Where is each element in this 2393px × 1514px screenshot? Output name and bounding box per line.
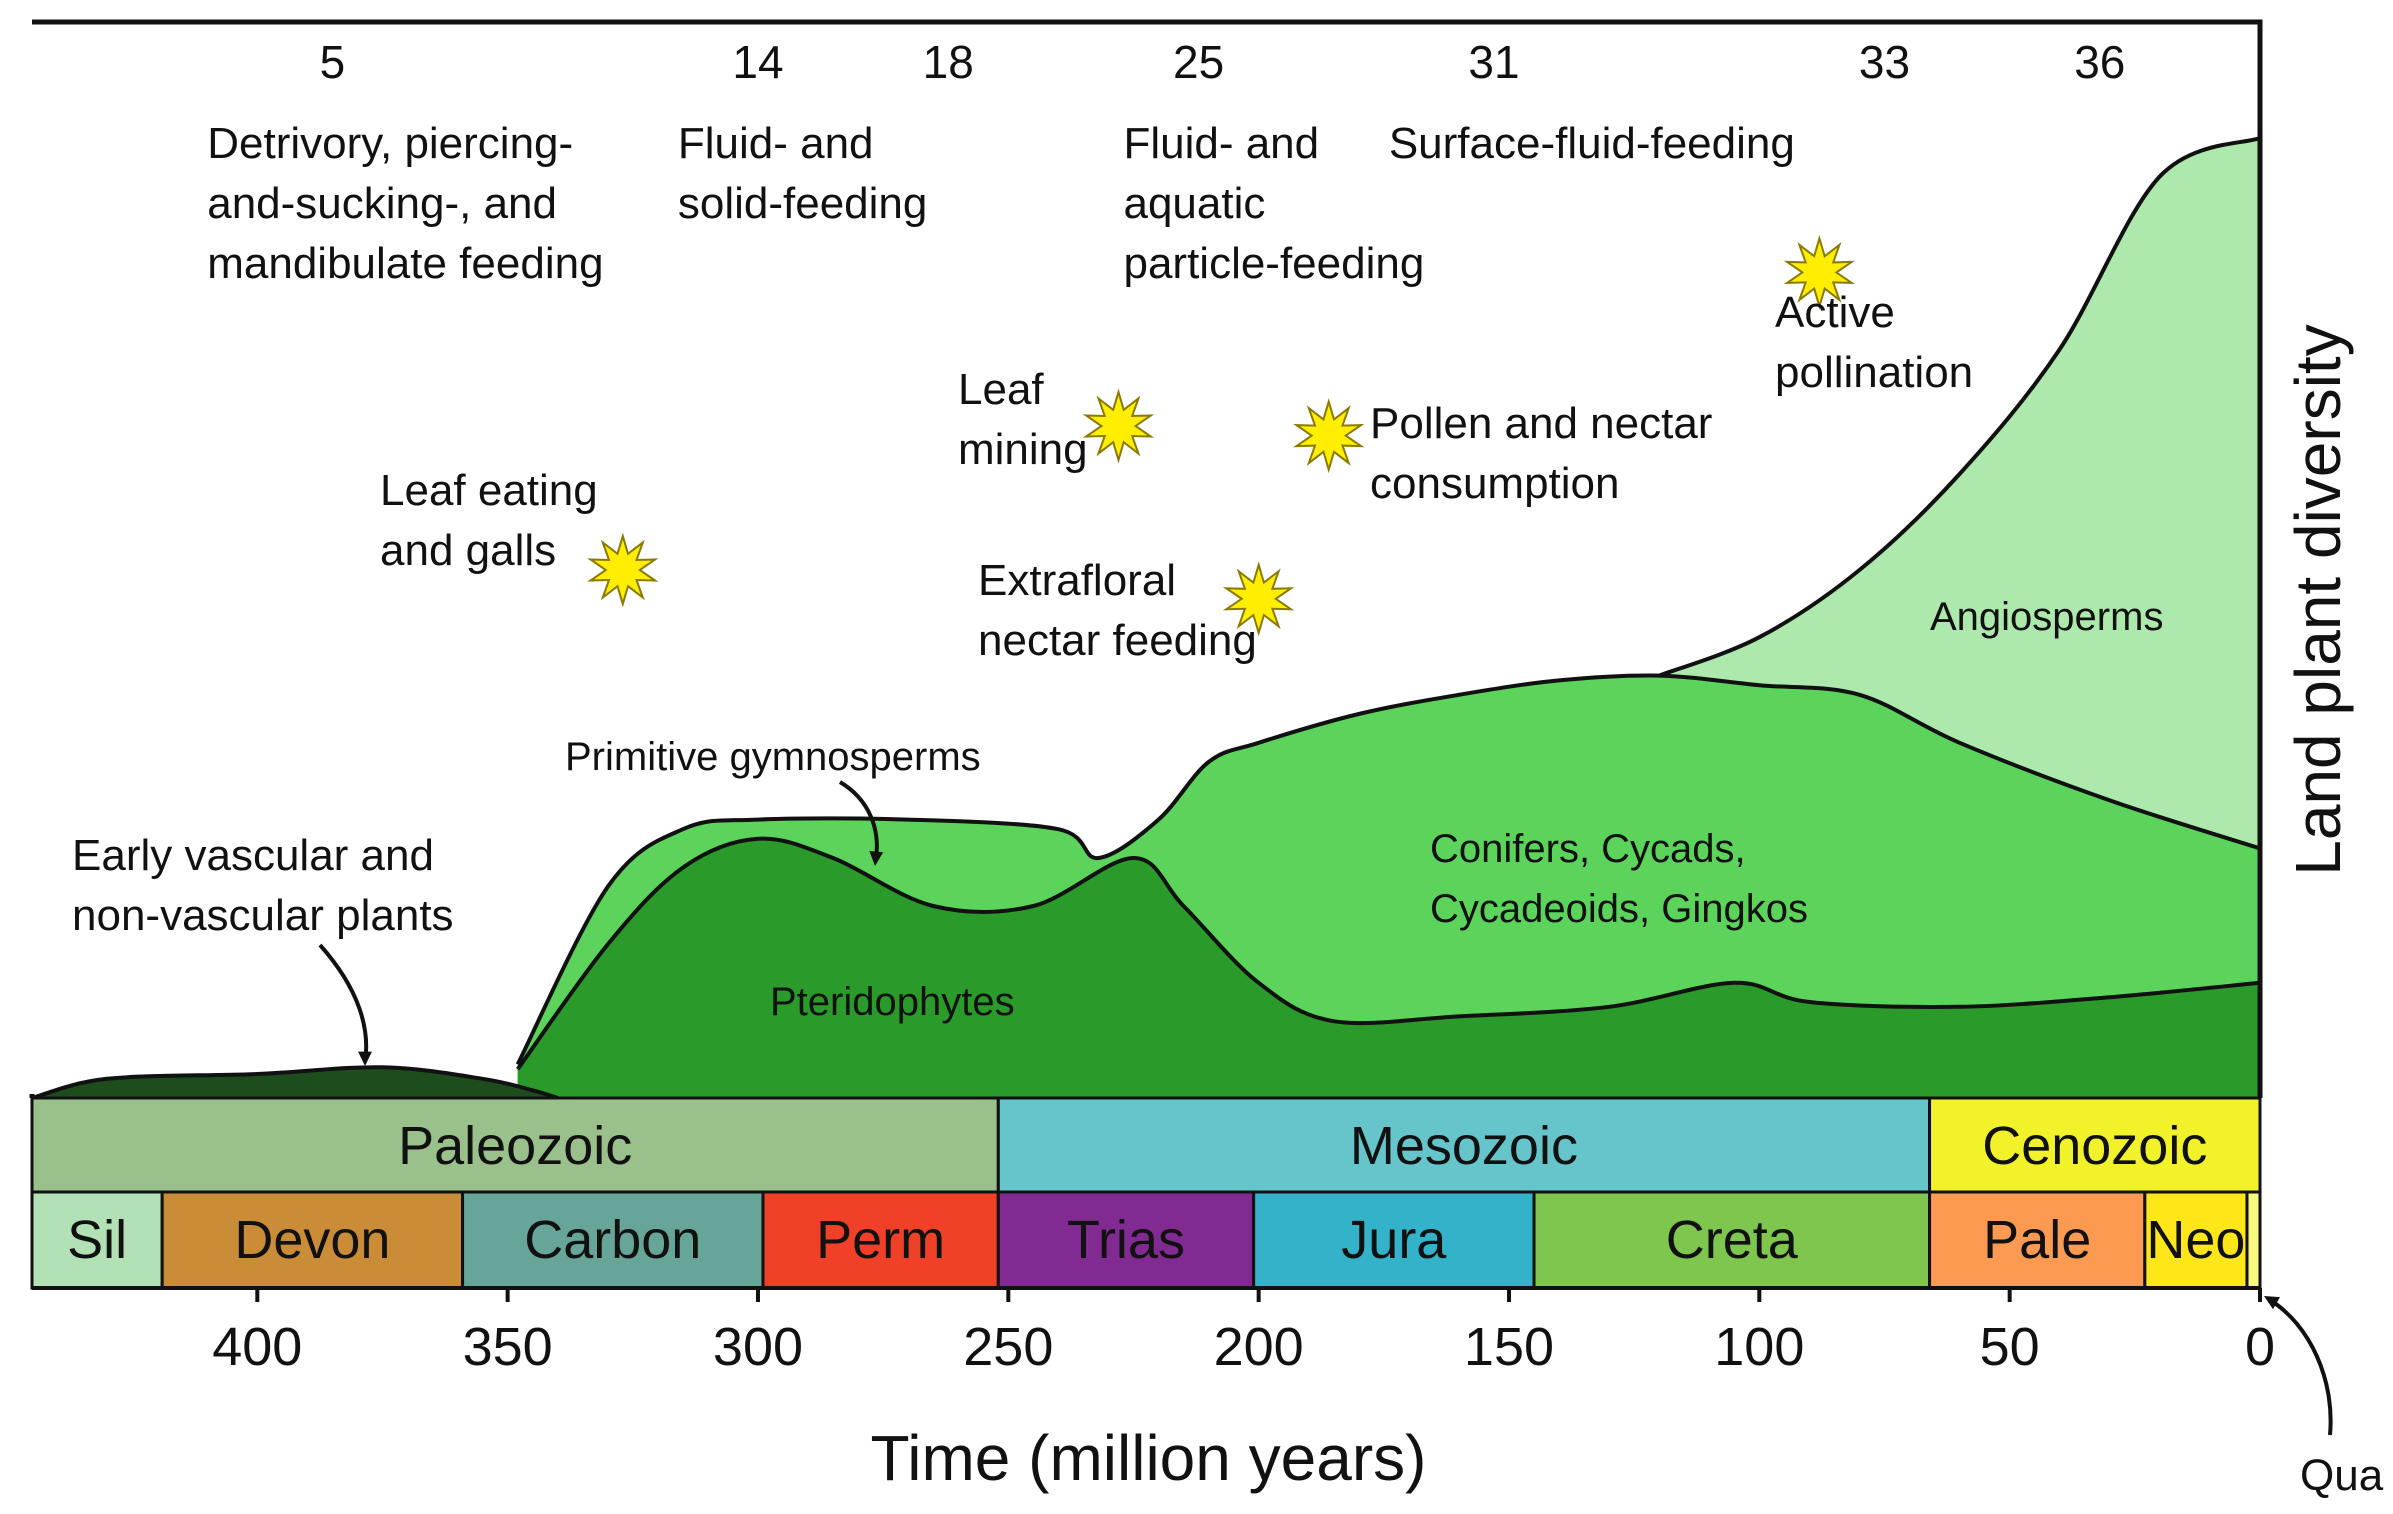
x-tick-label: 400	[212, 1317, 302, 1377]
x-tick-label: 0	[2245, 1317, 2275, 1377]
star-pollen-nectar	[1293, 398, 1365, 474]
event-leaf-mining-label-line: Leaf	[958, 365, 1044, 414]
period-band	[461, 1190, 765, 1290]
early-plants-outline	[31, 1065, 559, 1100]
stage-number: 33	[1859, 36, 1910, 88]
event-extrafloral-label-line: nectar feeding	[978, 616, 1257, 665]
feeding-mode-2-line: aquatic	[1123, 179, 1265, 228]
early-plants-arrow	[318, 943, 369, 1063]
pteridophytes-label-line: Pteridophytes	[770, 980, 1015, 1024]
event-active-pollination-label-line: pollination	[1775, 348, 1973, 397]
feeding-mode-0-line: and-sucking-, and	[207, 179, 557, 228]
x-tick-label: 200	[1214, 1317, 1304, 1377]
early-plants-area	[32, 1067, 558, 1098]
x-tick-label: 100	[1714, 1317, 1804, 1377]
event-pollen-nectar-label-line: Pollen and nectar	[1370, 399, 1712, 448]
pteridophytes-area	[517, 838, 2260, 1098]
star-extrafloral	[1222, 561, 1295, 637]
stage-number: 36	[2074, 36, 2125, 88]
period-label: Carbon	[524, 1210, 701, 1270]
qua-arrowhead	[2264, 1296, 2280, 1310]
x-tick-label: 250	[963, 1317, 1053, 1377]
feeding-mode-2-line: particle-feeding	[1123, 239, 1424, 288]
star-active-pollination	[1783, 234, 1856, 310]
conifers-label-line: Conifers, Cycads,	[1430, 827, 1746, 871]
stage-number: 5	[320, 36, 346, 88]
x-tick-label: 350	[463, 1317, 553, 1377]
event-leaf-eating-label-line: and galls	[380, 526, 556, 575]
period-label: Perm	[816, 1210, 945, 1270]
early-plants-arrowhead	[358, 1051, 372, 1066]
angiosperms-area	[1659, 138, 2260, 849]
period-label: Jura	[1341, 1210, 1447, 1270]
angiosperms-label-line: Angiosperms	[1930, 595, 2163, 639]
period-label: Sil	[67, 1210, 127, 1270]
feeding-mode-0-line: mandibulate feeding	[207, 239, 603, 288]
primitive-gymnosperms-arrow	[838, 780, 879, 859]
early-plants-label-line: non-vascular plants	[72, 891, 454, 940]
event-pollen-nectar-label-line: consumption	[1370, 459, 1619, 508]
pteridophytes-outline	[516, 836, 2261, 1071]
stage-number: 25	[1173, 36, 1224, 88]
primitive-gymnosperms-arrowhead	[869, 851, 884, 866]
period-band	[1532, 1190, 1932, 1290]
period-band	[2245, 1190, 2262, 1290]
feeding-mode-2-line: Fluid- and	[1123, 119, 1319, 168]
era-band	[996, 1096, 1932, 1194]
period-label: Neo	[2146, 1210, 2245, 1270]
x-axis-title: Time (million years)	[871, 1422, 1427, 1494]
x-tick-label: 300	[713, 1317, 803, 1377]
era-label: Mesozoic	[1350, 1116, 1578, 1176]
feeding-mode-3-line: Surface-fluid-feeding	[1389, 119, 1795, 168]
stage-number: 31	[1468, 36, 1519, 88]
period-label: Trias	[1067, 1210, 1185, 1270]
early-plants-label-line: Early vascular and	[72, 831, 434, 880]
feeding-mode-1-line: solid-feeding	[678, 179, 928, 228]
event-active-pollination-label-line: Active	[1775, 288, 1895, 337]
primitive-gymnosperms-label-line: Primitive gymnosperms	[565, 735, 981, 779]
x-tick-label: 150	[1464, 1317, 1554, 1377]
stage-number: 18	[923, 36, 974, 88]
period-band	[996, 1190, 1256, 1290]
feeding-mode-1-line: Fluid- and	[678, 119, 874, 168]
event-leaf-eating-label-line: Leaf eating	[380, 466, 598, 515]
y-axis-title: Land plant diversity	[2282, 324, 2354, 875]
period-label: Pale	[1983, 1210, 2091, 1270]
qua-label: Qua	[2300, 1451, 2384, 1500]
stage-number: 14	[732, 36, 783, 88]
x-tick-label: 50	[1980, 1317, 2040, 1377]
qua-arrow	[2268, 1298, 2333, 1436]
era-label: Paleozoic	[398, 1116, 632, 1176]
era-label: Cenozoic	[1982, 1116, 2207, 1176]
feeding-mode-0-line: Detrivory, piercing-	[207, 119, 573, 168]
plot-frame	[32, 19, 2263, 1098]
era-band	[1928, 1096, 2262, 1194]
period-label: Devon	[234, 1210, 390, 1270]
conifers-label-line: Cycadeoids, Gingkos	[1430, 887, 1808, 931]
angiosperms-outline	[1658, 136, 2261, 678]
period-label: Creta	[1666, 1210, 1799, 1270]
event-extrafloral-label-line: Extrafloral	[978, 556, 1176, 605]
period-band	[30, 1190, 164, 1290]
period-band	[2143, 1190, 2249, 1290]
gymnosperms-outline	[515, 673, 2261, 1066]
event-leaf-mining-label-line: mining	[958, 425, 1088, 474]
star-leaf-eating	[587, 532, 659, 608]
star-leaf-mining	[1082, 388, 1155, 464]
